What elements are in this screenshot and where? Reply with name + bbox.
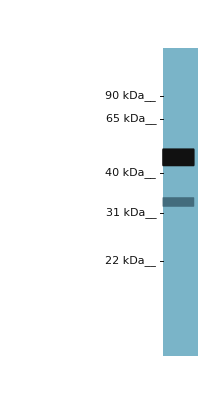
Text: 65 kDa__: 65 kDa__ (106, 113, 156, 124)
Text: 31 kDa__: 31 kDa__ (106, 207, 156, 218)
Bar (163, 48, 198, 356)
Text: 90 kDa__: 90 kDa__ (105, 90, 156, 101)
FancyBboxPatch shape (162, 148, 195, 166)
Text: 22 kDa__: 22 kDa__ (105, 255, 156, 266)
Text: 40 kDa__: 40 kDa__ (105, 167, 156, 178)
FancyBboxPatch shape (163, 197, 194, 207)
